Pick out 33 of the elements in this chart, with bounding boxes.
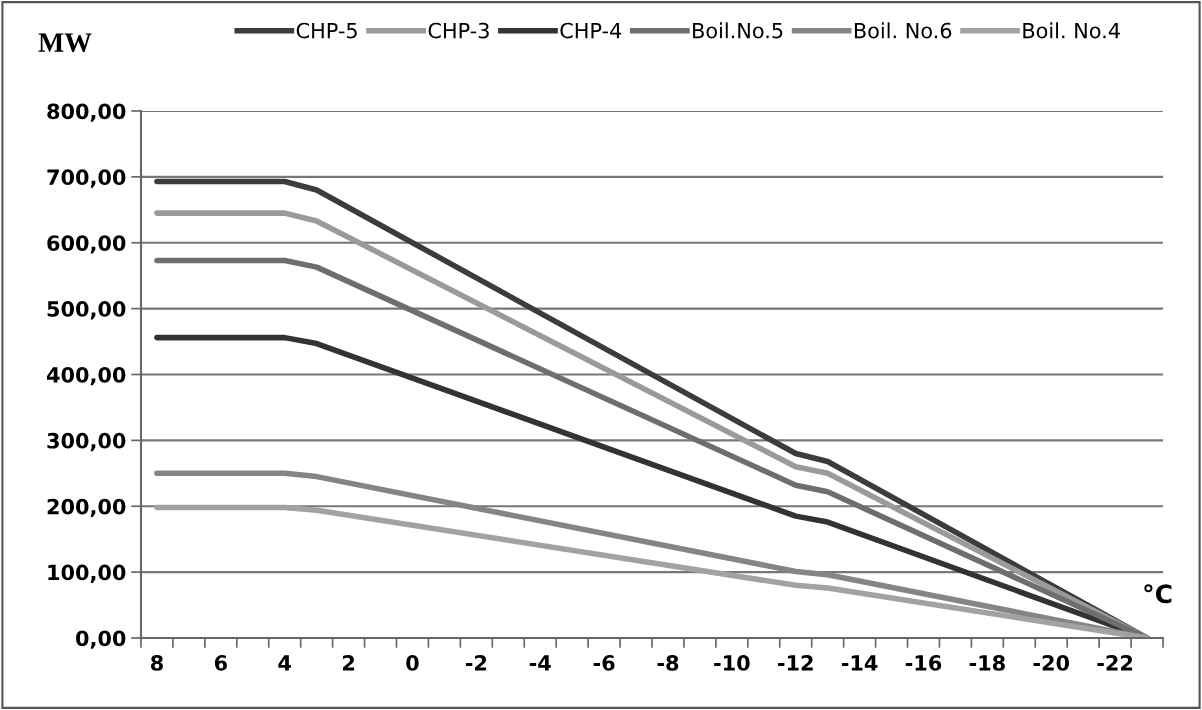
x-tick-label: -10 — [714, 655, 750, 671]
x-tick-label: -8 — [657, 655, 679, 671]
legend-label: CHP-3 — [428, 22, 489, 39]
y-tick-label: 0,00 — [76, 630, 126, 649]
y-tick-label: 100,00 — [48, 564, 126, 583]
x-tick-label: -16 — [905, 655, 942, 671]
x-axis-title: °C — [1144, 584, 1172, 604]
y-tick-label: 500,00 — [47, 301, 126, 320]
legend-label: Boil. No.6 — [854, 22, 952, 39]
x-tick-label: -6 — [593, 655, 615, 671]
x-tick-label: -12 — [778, 655, 813, 671]
x-tick-label: -4 — [529, 655, 551, 671]
y-tick-label: 400,00 — [46, 366, 126, 386]
y-tick-label: 300,00 — [47, 432, 126, 452]
x-tick-label: 2 — [342, 655, 355, 671]
x-tick-label: -2 — [465, 655, 487, 671]
legend-label: Boil.No.5 — [693, 22, 783, 39]
x-tick-label: -18 — [969, 655, 1005, 671]
y-tick-label: 700,00 — [47, 169, 126, 188]
y-axis-title: MW — [38, 33, 92, 53]
y-tick-label: 200,00 — [47, 498, 126, 518]
x-tick-label: 0 — [406, 655, 419, 671]
x-tick-label: -20 — [1033, 655, 1070, 671]
legend-label: CHP-5 — [296, 22, 357, 39]
x-tick-label: -22 — [1097, 655, 1133, 671]
x-tick-label: -14 — [841, 655, 878, 671]
y-tick-label: 600,00 — [47, 235, 126, 254]
x-tick-label: 6 — [214, 655, 227, 671]
x-tick-label: 4 — [278, 655, 292, 671]
legend-label: Boil. No.4 — [1023, 22, 1120, 39]
legend-label: CHP-4 — [560, 22, 622, 39]
y-tick-label: 800,00 — [47, 103, 126, 122]
x-tick-label: 8 — [150, 655, 163, 671]
